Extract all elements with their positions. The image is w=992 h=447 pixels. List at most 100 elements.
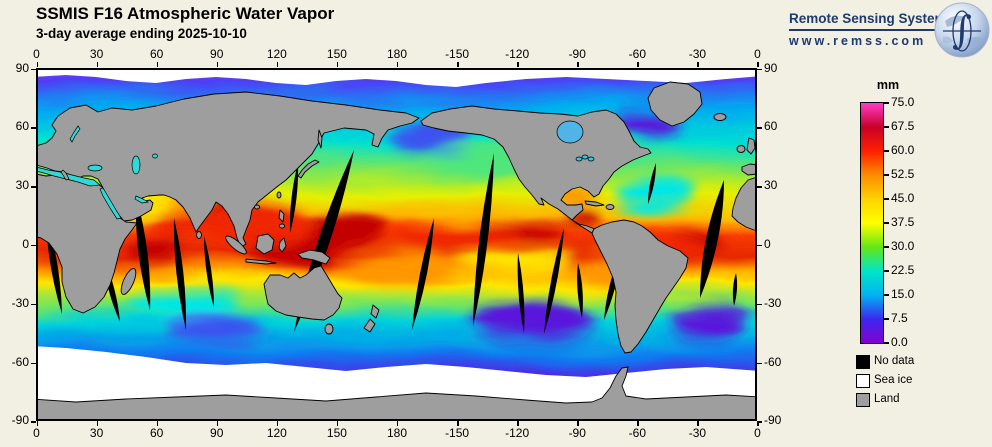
lon-tick-bottom: [457, 421, 459, 426]
lon-label-top: 0: [33, 47, 40, 61]
south-america: [591, 219, 689, 354]
lon-label-top: 60: [149, 47, 164, 61]
lon-tick-top: [396, 62, 399, 67]
svg-text:∫: ∫: [952, 8, 972, 52]
lat-tick-left: [31, 244, 36, 247]
antarctica: [36, 366, 757, 421]
lon-tick-top: [216, 62, 219, 67]
madagascar: [120, 268, 137, 295]
lon-tick-top: [96, 62, 99, 67]
lon-tick-bottom: [697, 421, 699, 426]
lon-tick-top: [36, 62, 38, 67]
ireland: [736, 145, 746, 153]
colorbar-tick-label: 22.5: [891, 263, 915, 277]
lon-label-top: 0: [754, 47, 761, 61]
colorbar-tick: [884, 198, 889, 200]
new-zealand-north: [370, 304, 380, 319]
colorbar-tick-label: 15.0: [891, 287, 915, 301]
lon-label-bottom: 90: [210, 426, 224, 440]
lon-label-top: 90: [210, 47, 224, 61]
logo-name: Remote Sensing Systems: [789, 11, 955, 31]
lon-tick-bottom: [577, 421, 579, 426]
baltic-sea: [69, 125, 81, 143]
lat-tick-right: [757, 303, 762, 306]
lat-label-left: -90: [11, 413, 29, 428]
lat-label-right: 0: [764, 236, 771, 251]
map-subtitle: 3-day average ending 2025-10-10: [36, 26, 247, 41]
lat-label-left: -30: [11, 295, 29, 310]
lon-tick-bottom: [637, 421, 639, 426]
lat-tick-left: [31, 303, 36, 306]
logo-url-link[interactable]: www.remss.com: [789, 34, 927, 48]
colorbar-unit: mm: [876, 78, 900, 92]
colorbar-tick: [884, 270, 889, 272]
greenland: [647, 81, 703, 127]
sri-lanka: [196, 231, 202, 239]
japan: [297, 159, 320, 179]
lon-label-bottom: -120: [505, 426, 530, 440]
colorbar-tick: [884, 126, 889, 128]
colorbar-tick-label: 52.5: [891, 167, 915, 181]
caspian-sea: [131, 155, 141, 175]
iberia: [741, 163, 757, 176]
lat-tick-left: [31, 127, 36, 129]
colorbar-tick-label: 67.5: [891, 119, 915, 133]
lon-tick-top: [577, 62, 579, 67]
lon-label-top: -150: [445, 47, 470, 61]
lon-tick-bottom: [517, 421, 519, 426]
map-title: SSMIS F16 Atmospheric Water Vapor: [36, 4, 335, 23]
colorbar-tick: [884, 150, 889, 152]
lat-label-right: -60: [764, 354, 782, 369]
lon-tick-bottom: [396, 421, 399, 426]
world-map: [36, 68, 757, 421]
colorbar-tick-label: 7.5: [891, 311, 908, 325]
lon-label-bottom: -150: [445, 426, 470, 440]
aral-sea: [152, 153, 158, 159]
colorbar-tick: [884, 246, 889, 248]
lat-label-right: -90: [764, 413, 782, 428]
colorbar-tick-label: 30.0: [891, 239, 915, 253]
lon-label-bottom: 120: [266, 426, 287, 440]
colorbar-tick-label: 45.0: [891, 191, 915, 205]
new-guinea: [297, 249, 331, 265]
rss-logo[interactable]: Remote Sensing Systems www.remss.com: [789, 10, 989, 48]
java: [245, 258, 277, 265]
lon-label-bottom: -60: [628, 426, 646, 440]
philippines: [278, 209, 285, 223]
lat-tick-right: [757, 244, 762, 247]
australia: [263, 265, 343, 321]
great-lake: [587, 156, 595, 162]
lon-label-top: -60: [628, 47, 646, 61]
lon-tick-bottom: [96, 421, 99, 426]
lon-tick-top: [156, 62, 159, 67]
colorbar-tick: [884, 102, 889, 104]
colorbar-tick: [884, 222, 889, 224]
lon-tick-top: [457, 62, 459, 67]
lon-tick-top: [697, 62, 699, 67]
lon-tick-top: [757, 62, 759, 67]
map-border: [36, 68, 757, 421]
lat-label-left: 90: [15, 60, 29, 75]
lon-tick-top: [276, 62, 279, 67]
colorbar: [860, 102, 884, 344]
lon-tick-bottom: [36, 421, 38, 426]
lat-label-left: 30: [15, 178, 29, 193]
lon-label-top: -30: [688, 47, 707, 61]
great-lake: [581, 154, 589, 160]
lat-label-left: -60: [11, 354, 29, 369]
red-sea: [99, 187, 122, 220]
lon-tick-bottom: [216, 421, 219, 426]
colorbar-tick-label: 0.0: [891, 335, 908, 349]
hudson-bay: [556, 120, 584, 144]
legend-swatch-no-data: [856, 355, 870, 369]
lat-label-right: 60: [764, 119, 778, 134]
lon-tick-top: [517, 62, 519, 67]
lon-label-top: -90: [568, 47, 586, 61]
colorbar-tick-label: 60.0: [891, 143, 915, 157]
borneo: [255, 233, 275, 255]
hispaniola: [605, 204, 615, 210]
britain: [746, 137, 756, 155]
mindanao: [279, 223, 285, 229]
legend-swatch-sea-ice: [856, 374, 870, 388]
north-america: [420, 105, 652, 234]
